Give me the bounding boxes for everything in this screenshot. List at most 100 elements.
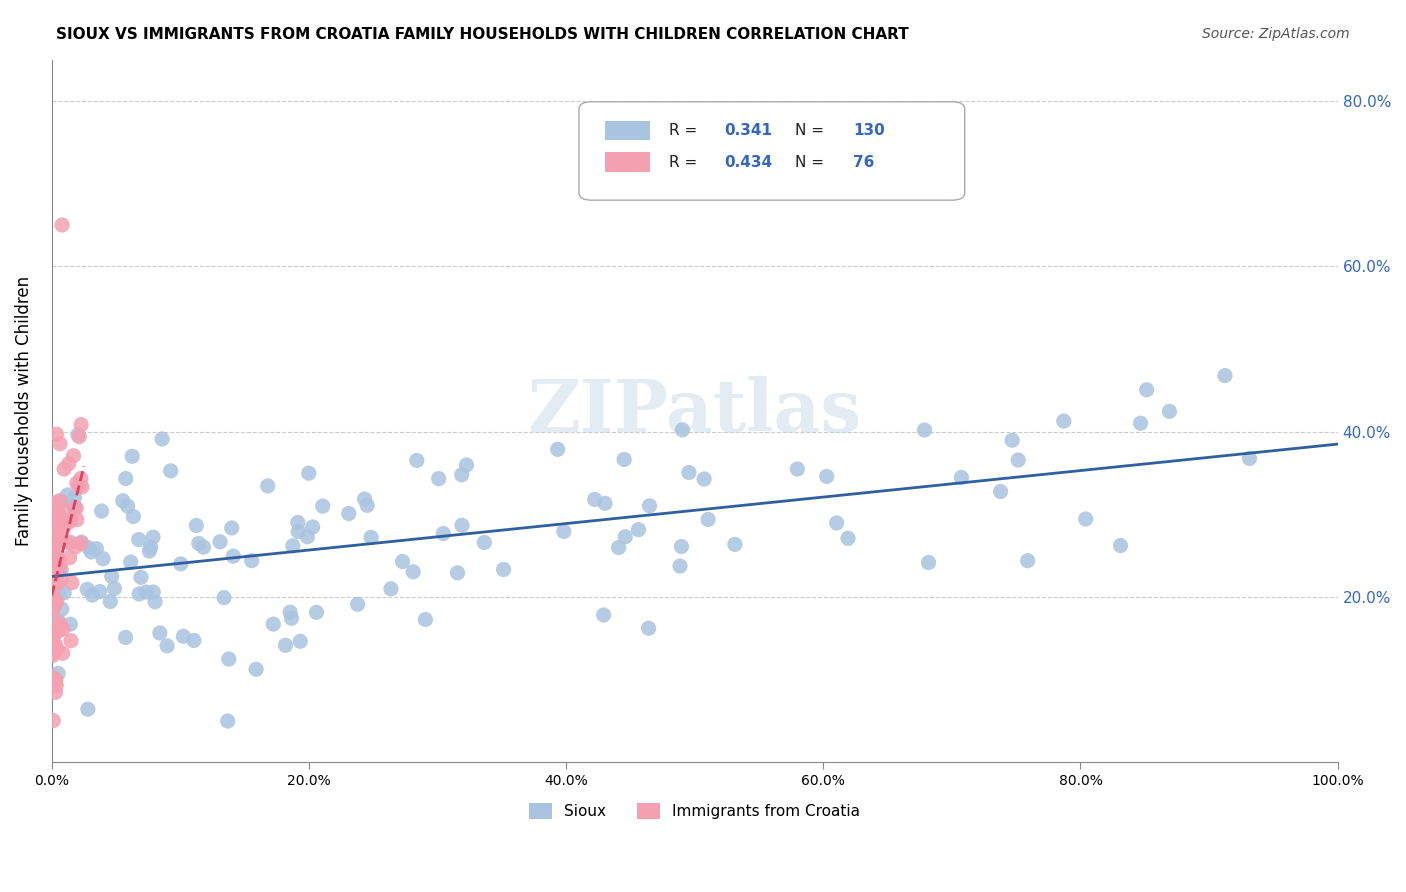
Sioux	[914, 423, 936, 437]
Sioux	[114, 471, 136, 485]
Sioux	[637, 621, 659, 635]
Sioux	[46, 614, 69, 628]
Sioux	[51, 563, 73, 577]
Immigrants from Croatia	[41, 648, 63, 663]
Sioux	[492, 562, 515, 576]
Immigrants from Croatia	[59, 550, 82, 565]
Immigrants from Croatia	[49, 493, 72, 508]
Sioux	[222, 549, 245, 564]
Sioux	[432, 526, 454, 541]
Sioux	[456, 458, 478, 472]
Sioux	[553, 524, 575, 539]
Immigrants from Croatia	[46, 565, 69, 579]
Immigrants from Croatia	[42, 542, 65, 557]
FancyBboxPatch shape	[579, 102, 965, 200]
Immigrants from Croatia	[41, 495, 63, 509]
Sioux	[156, 639, 179, 653]
Sioux	[1129, 416, 1152, 430]
Immigrants from Croatia	[53, 462, 76, 476]
Immigrants from Croatia	[44, 567, 66, 582]
Immigrants from Croatia	[42, 670, 65, 684]
Sioux	[547, 442, 569, 457]
Immigrants from Croatia	[46, 643, 69, 657]
Sioux	[297, 530, 319, 544]
Immigrants from Croatia	[70, 536, 93, 550]
Text: 0.341: 0.341	[724, 123, 772, 138]
Sioux	[1136, 383, 1159, 397]
Sioux	[1239, 451, 1261, 466]
Sioux	[287, 516, 309, 530]
Sioux	[143, 595, 166, 609]
Sioux	[1007, 453, 1029, 467]
Immigrants from Croatia	[65, 501, 87, 516]
Immigrants from Croatia	[42, 597, 65, 611]
Sioux	[53, 586, 76, 600]
Sioux	[402, 565, 425, 579]
Sioux	[98, 594, 121, 608]
Text: R =: R =	[669, 154, 702, 169]
Immigrants from Croatia	[41, 540, 63, 554]
Immigrants from Croatia	[46, 520, 69, 534]
Sioux	[193, 540, 215, 554]
Sioux	[697, 512, 720, 526]
Text: 130: 130	[853, 123, 884, 138]
Immigrants from Croatia	[46, 528, 69, 542]
Sioux	[593, 496, 616, 510]
Immigrants from Croatia	[70, 471, 93, 485]
Immigrants from Croatia	[41, 621, 63, 635]
Sioux	[450, 467, 472, 482]
Bar	[605, 153, 650, 172]
Sioux	[451, 518, 474, 533]
Immigrants from Croatia	[42, 554, 65, 568]
Sioux	[360, 531, 382, 545]
Sioux	[91, 551, 114, 566]
Sioux	[59, 512, 82, 526]
Sioux	[256, 479, 278, 493]
Text: R =: R =	[669, 123, 702, 138]
Immigrants from Croatia	[70, 417, 93, 432]
Sioux	[278, 605, 301, 619]
Immigrants from Croatia	[67, 479, 90, 493]
Immigrants from Croatia	[44, 685, 66, 699]
Sioux	[240, 554, 263, 568]
Sioux	[208, 534, 231, 549]
Sioux	[66, 427, 89, 442]
Sioux	[786, 462, 808, 476]
Sioux	[186, 518, 208, 533]
Sioux	[298, 467, 321, 481]
Text: ZIPatlas: ZIPatlas	[527, 376, 862, 447]
Sioux	[120, 555, 142, 569]
Sioux	[149, 626, 172, 640]
Sioux	[103, 582, 125, 596]
Sioux	[212, 591, 235, 605]
Sioux	[89, 584, 111, 599]
Immigrants from Croatia	[45, 638, 67, 652]
Sioux	[135, 585, 157, 599]
Sioux	[138, 544, 160, 558]
Sioux	[262, 617, 284, 632]
Immigrants from Croatia	[41, 646, 63, 660]
Immigrants from Croatia	[59, 633, 82, 648]
Sioux	[592, 607, 614, 622]
Sioux	[128, 587, 150, 601]
Text: Source: ZipAtlas.com: Source: ZipAtlas.com	[1202, 27, 1350, 41]
Sioux	[218, 652, 240, 666]
Immigrants from Croatia	[52, 646, 75, 660]
Sioux	[170, 557, 193, 571]
Immigrants from Croatia	[41, 599, 63, 613]
Immigrants from Croatia	[53, 519, 76, 533]
Immigrants from Croatia	[45, 595, 67, 609]
Sioux	[312, 499, 335, 513]
Sioux	[51, 494, 73, 508]
Sioux	[117, 499, 139, 513]
Sioux	[46, 666, 69, 681]
Sioux	[172, 629, 194, 643]
Text: N =: N =	[794, 154, 830, 169]
Sioux	[80, 545, 103, 559]
Immigrants from Croatia	[60, 575, 83, 590]
Sioux	[280, 611, 302, 625]
Sioux	[46, 586, 69, 600]
Sioux	[100, 569, 122, 583]
Immigrants from Croatia	[42, 587, 65, 601]
Immigrants from Croatia	[58, 457, 80, 471]
